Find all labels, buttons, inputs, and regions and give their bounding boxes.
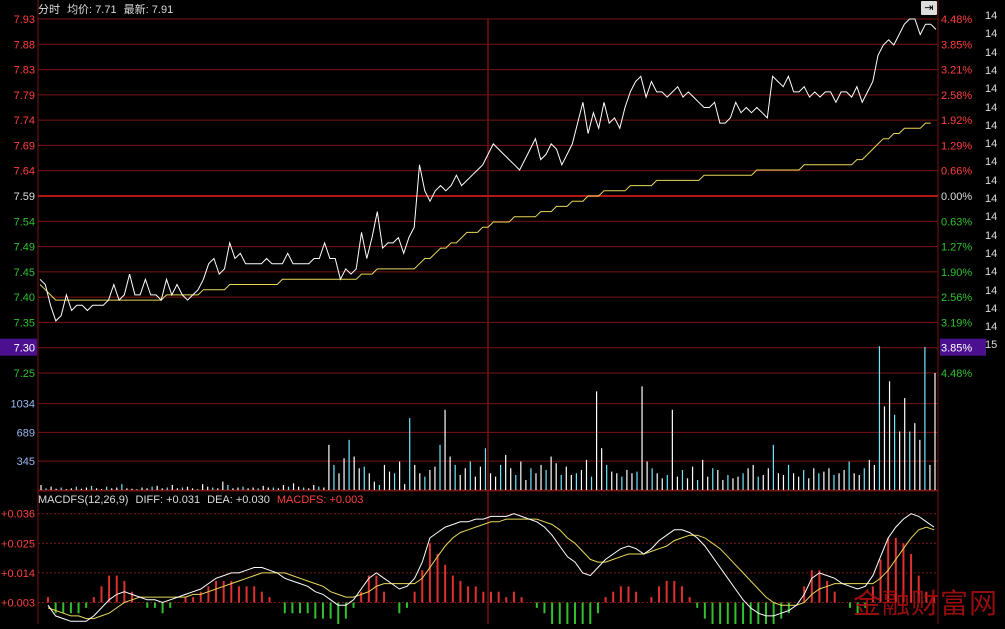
- right-edge-label: 14: [985, 101, 998, 114]
- diff-line: [47, 513, 935, 622]
- highlight-pct-bg: [940, 338, 986, 356]
- macd-tick-label: +0.003: [1, 597, 35, 609]
- volume-tick-label: 689: [17, 427, 35, 439]
- pct-tick-label: 1.27%: [941, 242, 972, 254]
- price-tick-label: 7.83: [14, 65, 35, 77]
- price-tick-label: 7.54: [14, 216, 35, 228]
- pct-tick-label: 0.63%: [941, 216, 972, 228]
- pct-tick-label: 1.29%: [941, 140, 972, 152]
- right-edge-label: 15: [985, 339, 998, 352]
- pct-tick-label: 4.48%: [941, 368, 972, 380]
- right-edge-label: 14: [985, 229, 998, 242]
- right-edge-label: 14: [985, 247, 998, 260]
- price-tick-label: 7.30: [14, 343, 35, 355]
- price-tick-label: 7.88: [14, 39, 35, 51]
- right-edge-label: 14: [985, 302, 998, 315]
- logo: 金融财富网: [853, 587, 999, 620]
- average-price-line: [39, 122, 931, 301]
- macd-tick-label: +0.036: [1, 509, 35, 521]
- right-edge-label: 14: [985, 10, 998, 22]
- pct-tick-label: 0.66%: [941, 166, 972, 178]
- macdfs-value: +0.003: [329, 494, 364, 506]
- price-tick-label: 7.45: [14, 267, 35, 279]
- price-line: [39, 18, 937, 322]
- price-tick-label: 7.79: [14, 90, 35, 102]
- dea-line: [47, 518, 935, 620]
- chart-header: 分时 均价: 7.71 最新: 7.91: [38, 1, 173, 17]
- diff-value: +0.031: [166, 494, 201, 506]
- price-tick-label: 7.40: [14, 292, 35, 304]
- price-tick-label: 7.49: [14, 242, 35, 254]
- macd-header: MACDFS(12,26,9) DIFF: +0.031 DEA: +0.030…: [38, 494, 363, 506]
- price-tick-label: 7.25: [14, 368, 35, 380]
- right-edge-label: 14: [985, 156, 998, 169]
- price-tick-label: 7.59: [14, 191, 35, 203]
- price-tick-label: 7.35: [14, 317, 35, 329]
- avg-price-value: 7.71: [95, 4, 117, 16]
- volume-tick-label: 345: [17, 456, 35, 468]
- macdfs-label: MACDFS:: [276, 494, 327, 506]
- mode-label: 分时: [38, 4, 60, 16]
- price-tick-label: 7.93: [14, 14, 35, 26]
- last-price-value: 7.91: [151, 4, 174, 16]
- last-price-label: 最新:: [123, 4, 149, 16]
- pct-tick-label: 3.85%: [941, 39, 972, 51]
- price-tick-label: 7.64: [14, 166, 35, 178]
- pct-tick-label: 4.48%: [941, 14, 972, 26]
- highlight-tick-bg: [0, 338, 37, 356]
- pct-tick-label: 2.56%: [941, 292, 972, 304]
- pct-tick-label: 3.19%: [941, 317, 972, 329]
- right-edge-label: 14: [985, 321, 998, 334]
- pct-tick-label: 2.58%: [941, 90, 972, 102]
- pct-tick-label: 3.85%: [941, 343, 972, 355]
- exit-arrow-icon[interactable]: ⇥: [921, 1, 937, 15]
- pct-tick-label: 1.92%: [941, 115, 972, 127]
- right-edge-label: 14: [985, 64, 998, 77]
- macd-title: MACDFS(12,26,9): [38, 494, 129, 506]
- pct-tick-label: 3.21%: [941, 65, 972, 77]
- right-edge-label: 14: [985, 174, 998, 187]
- right-edge-label: 14: [985, 46, 998, 59]
- right-edge-label: 14: [985, 83, 998, 96]
- macd-tick-label: +0.014: [1, 568, 35, 580]
- right-edge-label: 14: [985, 211, 998, 224]
- price-tick-label: 7.69: [14, 140, 35, 152]
- right-edge-label: 14: [985, 119, 998, 132]
- dea-label: DEA:: [207, 494, 233, 506]
- diff-label: DIFF:: [135, 494, 164, 506]
- right-edge-label: 14: [985, 266, 998, 279]
- right-edge-label: 14: [985, 28, 998, 41]
- right-edge-label: 14: [985, 193, 998, 205]
- avg-price-label: 均价:: [67, 4, 93, 16]
- dea-value: +0.030: [235, 494, 270, 506]
- right-edge-label: 14: [985, 138, 998, 151]
- right-edge-label: 14: [985, 284, 998, 297]
- pct-tick-label: 1.90%: [941, 267, 972, 279]
- macd-tick-label: +0.025: [1, 538, 35, 550]
- price-tick-label: 7.74: [14, 115, 35, 127]
- volume-tick-label: 1034: [11, 399, 35, 411]
- pct-tick-label: 0.00%: [941, 191, 972, 203]
